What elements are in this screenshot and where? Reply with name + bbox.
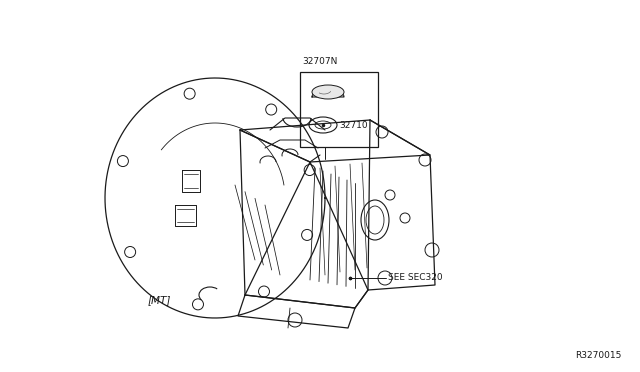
Text: 32710: 32710 xyxy=(339,122,367,131)
Text: R3270015: R3270015 xyxy=(575,351,622,360)
Polygon shape xyxy=(312,89,344,97)
Text: [MT]: [MT] xyxy=(148,295,172,305)
Text: 32707N: 32707N xyxy=(302,57,337,66)
Bar xyxy=(300,72,378,147)
Ellipse shape xyxy=(312,85,344,99)
Text: SEE SEC320: SEE SEC320 xyxy=(388,273,443,282)
